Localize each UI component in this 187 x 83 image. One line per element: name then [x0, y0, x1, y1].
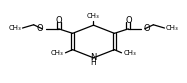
Text: CH₃: CH₃	[166, 25, 179, 31]
Text: O: O	[37, 24, 43, 33]
Text: H: H	[91, 58, 96, 67]
Text: CH₃: CH₃	[8, 25, 21, 31]
Text: O: O	[144, 24, 150, 33]
Text: CH₃: CH₃	[123, 50, 136, 56]
Text: O: O	[55, 16, 62, 25]
Text: CH₃: CH₃	[87, 13, 100, 19]
Text: O: O	[125, 16, 132, 25]
Text: CH₃: CH₃	[51, 50, 64, 56]
Text: N: N	[90, 53, 97, 62]
